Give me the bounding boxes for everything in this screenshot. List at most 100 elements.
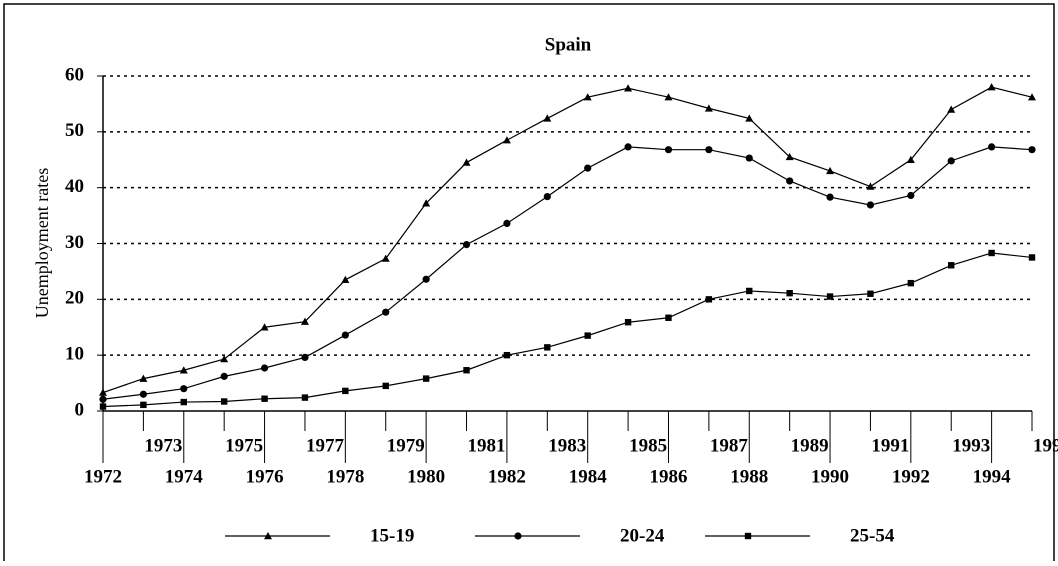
marker <box>624 143 632 151</box>
marker <box>907 279 915 287</box>
y-tick-label: 10 <box>65 344 84 365</box>
marker <box>180 398 187 406</box>
x-tick-label: 1975 <box>225 435 263 456</box>
x-tick-label: 1991 <box>871 435 909 456</box>
marker <box>381 254 390 262</box>
marker <box>1028 93 1036 101</box>
marker <box>786 289 793 297</box>
marker <box>543 114 552 122</box>
series-line <box>102 146 1033 400</box>
marker <box>544 344 551 351</box>
x-tick-label: 1989 <box>791 435 829 456</box>
marker <box>948 262 955 269</box>
marker <box>584 164 592 172</box>
x-tick-label: 1983 <box>548 435 586 456</box>
x-tick-label: 1984 <box>569 466 608 487</box>
marker <box>462 158 471 166</box>
x-tick-label: 1978 <box>326 466 364 487</box>
marker <box>745 114 754 122</box>
x-tick-label: 1994 <box>973 466 1012 487</box>
marker <box>665 314 672 321</box>
y-tick-label: 40 <box>65 176 84 197</box>
marker <box>624 84 633 92</box>
marker <box>866 182 875 190</box>
x-tick-label: 1985 <box>629 435 667 456</box>
marker <box>826 193 834 201</box>
marker <box>503 219 511 227</box>
marker <box>704 104 713 112</box>
marker <box>220 398 228 405</box>
y-tick-label: 60 <box>65 64 84 85</box>
x-tick-label: 1990 <box>811 466 849 487</box>
marker <box>705 146 713 154</box>
marker <box>584 332 591 339</box>
marker <box>301 394 309 401</box>
marker <box>260 364 269 372</box>
legend-label: 25-54 <box>850 525 895 546</box>
marker <box>664 146 673 154</box>
marker <box>99 403 107 410</box>
marker <box>947 105 956 113</box>
frame <box>3 3 1055 561</box>
marker <box>786 177 794 185</box>
marker <box>1028 254 1036 261</box>
marker <box>826 293 834 300</box>
marker <box>422 375 430 382</box>
marker <box>382 308 390 316</box>
marker <box>867 290 874 297</box>
marker <box>866 201 875 209</box>
marker <box>906 155 915 163</box>
marker <box>1028 146 1036 154</box>
y-tick-label: 30 <box>65 232 84 253</box>
x-tick-label: 1976 <box>246 466 284 487</box>
legend-marker <box>514 532 522 540</box>
x-tick-label: 1986 <box>649 466 687 487</box>
x-tick-label: 1981 <box>468 435 506 456</box>
marker <box>462 241 471 249</box>
marker <box>463 367 470 374</box>
x-tick-label: 1977 <box>306 435 345 456</box>
marker <box>543 193 551 201</box>
legend-label: 20-24 <box>620 525 665 546</box>
marker <box>988 143 996 151</box>
marker <box>988 249 995 257</box>
marker <box>785 152 794 161</box>
marker <box>502 136 511 144</box>
x-tick-label: 1973 <box>144 435 182 456</box>
marker <box>705 296 713 303</box>
marker <box>139 390 147 398</box>
marker <box>179 366 188 374</box>
x-tick-label: 1974 <box>165 466 204 487</box>
marker <box>422 199 431 207</box>
legend-label: 15-19 <box>370 525 414 546</box>
marker <box>341 331 349 339</box>
marker <box>342 387 349 395</box>
marker <box>99 388 107 396</box>
marker <box>624 319 632 326</box>
marker <box>422 275 430 283</box>
marker <box>382 382 389 390</box>
marker <box>220 355 229 363</box>
marker <box>745 154 753 162</box>
y-axis-label: Unemployment rates <box>32 168 52 318</box>
marker <box>99 395 107 403</box>
x-tick-label: 1987 <box>710 435 749 456</box>
legend-marker <box>744 532 752 540</box>
x-tick-label: 1995 <box>1033 435 1058 456</box>
marker <box>180 385 188 393</box>
marker <box>260 323 269 331</box>
legend-marker <box>264 532 272 540</box>
x-tick-label: 1982 <box>488 466 526 487</box>
chart-title: Spain <box>545 34 592 55</box>
marker <box>664 93 673 101</box>
x-tick-label: 1979 <box>387 435 425 456</box>
marker <box>826 166 835 175</box>
marker <box>746 287 753 295</box>
marker <box>220 372 228 380</box>
y-tick-label: 0 <box>75 399 85 420</box>
x-tick-label: 1992 <box>892 466 930 487</box>
x-tick-label: 1988 <box>730 466 768 487</box>
series-line <box>102 252 1033 408</box>
y-tick-label: 20 <box>65 288 84 309</box>
